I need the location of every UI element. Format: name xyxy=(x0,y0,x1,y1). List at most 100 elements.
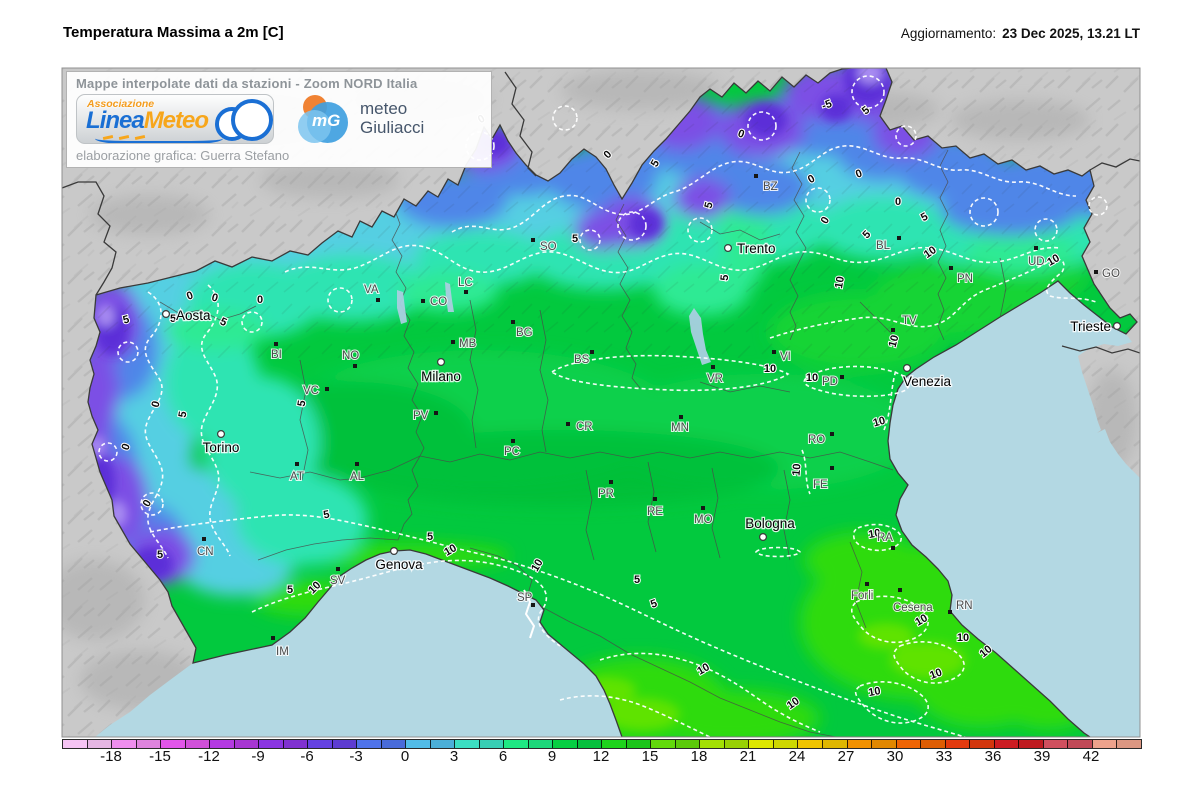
province-marker xyxy=(531,603,535,607)
province-label: BS xyxy=(574,354,590,366)
colorbar-tick-label: 24 xyxy=(788,748,806,765)
province-label: CO xyxy=(430,296,447,308)
province-marker xyxy=(891,328,895,332)
city-label: Genova xyxy=(375,557,423,572)
contour-value-label: 5 xyxy=(122,314,131,327)
province-marker xyxy=(566,422,570,426)
province-label: IM xyxy=(276,646,289,658)
province-marker xyxy=(1094,270,1098,274)
temperature-colorbar xyxy=(62,739,1142,749)
province-label: AT xyxy=(290,471,304,483)
colorbar-cell xyxy=(86,740,112,748)
province-label: MB xyxy=(459,338,477,350)
colorbar-tick-label: 15 xyxy=(641,748,659,765)
contour-value-label: 5 xyxy=(634,574,640,586)
colorbar-cell xyxy=(552,740,577,748)
update-label: Aggiornamento: xyxy=(900,26,997,41)
province-label: PR xyxy=(598,488,614,500)
province-marker xyxy=(949,266,953,270)
lineameteo-part1: Linea xyxy=(86,107,145,134)
colorbar-cell xyxy=(1042,740,1068,748)
colorbar-cell xyxy=(674,740,700,748)
contour-value-label: 5 xyxy=(719,274,731,281)
province-label: PN xyxy=(957,273,973,285)
colorbar-tick-label: 9 xyxy=(547,748,557,765)
province-marker xyxy=(202,537,206,541)
province-label: PD xyxy=(822,376,838,388)
province-marker xyxy=(754,174,758,178)
colorbar-cell xyxy=(969,740,994,748)
colorbar-cell xyxy=(895,740,921,748)
contour-value-label: 0 xyxy=(210,292,219,305)
province-marker xyxy=(772,350,776,354)
colorbar-tick-label: 36 xyxy=(984,748,1002,765)
province-marker xyxy=(830,466,834,470)
mg-cloud-icon: mG xyxy=(298,95,350,143)
colorbar-cell xyxy=(331,740,357,748)
province-label: RN xyxy=(956,600,973,612)
province-marker xyxy=(701,506,705,510)
colorbar-tick-label: 39 xyxy=(1033,748,1051,765)
province-label: VR xyxy=(707,373,723,385)
colorbar-cell xyxy=(1091,740,1117,748)
colorbar-cell xyxy=(1018,740,1043,748)
colorbar-cell xyxy=(135,740,161,748)
province-label: Cesena xyxy=(893,602,933,614)
map-frame xyxy=(61,67,1141,738)
colorbar-cell xyxy=(63,740,87,748)
contour-value-label: 10 xyxy=(833,275,847,289)
swoosh-underline xyxy=(95,133,223,143)
colorbar-cell xyxy=(920,740,945,748)
contour-value-label: 10 xyxy=(867,685,881,699)
mg-monogram: mG xyxy=(312,111,341,130)
ligurian-sea xyxy=(95,550,622,737)
province-label: CR xyxy=(576,421,593,433)
province-marker xyxy=(511,439,515,443)
colorbar-cell xyxy=(258,740,283,748)
colorbar-cell xyxy=(1116,740,1141,748)
colorbar-tick-label: -3 xyxy=(349,748,363,765)
province-label: SV xyxy=(330,575,346,587)
contour-value-label: 0 xyxy=(150,400,163,409)
colorbar-cell xyxy=(282,740,308,748)
province-marker xyxy=(609,480,613,484)
contour-value-label: 5 xyxy=(287,584,293,596)
province-label: MO xyxy=(694,514,713,526)
contour-value-label: 0 xyxy=(185,289,195,302)
contour-value-label: 5 xyxy=(649,597,659,610)
city-label: Milano xyxy=(421,369,461,384)
contour-value-label: 0 xyxy=(736,127,746,140)
province-marker xyxy=(679,415,683,419)
city-marker xyxy=(758,532,767,541)
colorbar-tick-label: -12 xyxy=(198,748,220,765)
province-marker xyxy=(353,364,357,368)
colorbar-tick-label: 21 xyxy=(739,748,757,765)
colorbar-cell xyxy=(821,740,847,748)
province-marker xyxy=(653,497,657,501)
graphics-credit: elaborazione grafica: Guerra Stefano xyxy=(76,148,290,163)
colorbar-cell xyxy=(699,740,724,748)
province-marker xyxy=(531,238,535,242)
province-label: PV xyxy=(413,410,429,422)
update-timestamp: Aggiornamento: 23 Dec 2025, 13.21 LT xyxy=(901,26,1140,41)
contour-value-label: 10 xyxy=(791,463,804,476)
isotherm-contours xyxy=(98,75,1108,737)
province-label: GO xyxy=(1102,268,1120,280)
city-label: Trento xyxy=(737,241,776,256)
colorbar-tick-label: -9 xyxy=(251,748,265,765)
province-label: VI xyxy=(780,351,791,363)
colorbar-tick-label: 12 xyxy=(592,748,610,765)
province-marker xyxy=(274,342,278,346)
colorbar-cell xyxy=(184,740,210,748)
contour-value-label: 5 xyxy=(427,531,433,543)
contour-value-label: 10 xyxy=(867,527,881,541)
colorbar-tick-label: 0 xyxy=(400,748,410,765)
colorbar-cell xyxy=(429,740,455,748)
contour-value-label: 0 xyxy=(854,167,864,180)
colorbar-cell xyxy=(797,740,822,748)
province-label: BL xyxy=(876,240,891,252)
province-marker xyxy=(590,350,594,354)
province-marker xyxy=(891,546,895,550)
